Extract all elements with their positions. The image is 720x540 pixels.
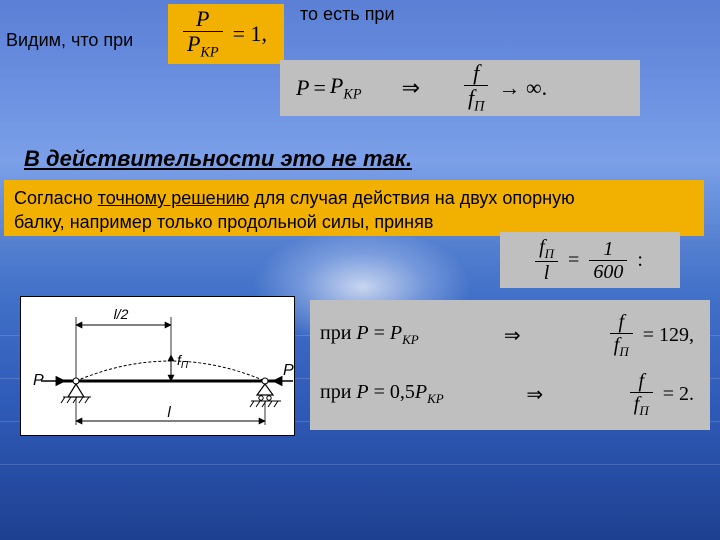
ratio1-rhs: = 1, [233, 21, 267, 47]
fpl-colon: : [637, 249, 643, 272]
force-P-right: P [283, 362, 294, 379]
ffp-den: fП [464, 86, 488, 115]
bg-line [0, 464, 720, 465]
dim-l2: l/2 [114, 306, 129, 322]
beam-diagram: l/2 fП P [20, 296, 295, 436]
dim-fp: fП [177, 352, 189, 371]
fpl-rhs-num: 1 [589, 238, 627, 261]
ratio-equals-one: P PКР = 1, [168, 4, 284, 64]
fp-over-l-box: fП l = 1 600 : [500, 232, 680, 288]
para-line1b: точному решению [98, 188, 250, 208]
ffp-num: f [464, 61, 488, 86]
ratio1-num: P [183, 7, 223, 32]
fpl-num: fП [535, 236, 558, 262]
eq-Pr: PКР [330, 73, 362, 103]
eq-P: P [296, 75, 309, 101]
implies-arrow: ⇒ [402, 75, 420, 101]
results-box: при P = PКР ⇒ f fП = 129, при P = 0,5PКР… [310, 300, 710, 430]
result-row-2: при P = 0,5PКР ⇒ f fП = 2. [320, 370, 700, 418]
fpl-den: l [535, 262, 558, 284]
force-P-left: P [33, 372, 44, 389]
para-line1c: для случая действия на двух опорную [249, 188, 574, 208]
intro-text-left: Видим, что при [6, 30, 133, 50]
to-infinity: → ∞. [498, 75, 547, 101]
fpl-rhs-den: 600 [589, 261, 627, 283]
eq-equals: = [313, 75, 325, 101]
p-equals-pcr-implies: P = PКР ⇒ f fП → ∞. [280, 60, 640, 116]
result-row-1: при P = PКР ⇒ f fП = 129, [320, 311, 700, 359]
para-line2: балку, например только продольной силы, … [14, 212, 433, 232]
para-line1a: Согласно [14, 188, 98, 208]
reality-heading: В действительности это не так. [24, 146, 412, 171]
intro-text-right: то есть при [300, 4, 395, 24]
ratio1-den: PКР [183, 32, 223, 61]
exact-solution-paragraph: Согласно точному решению для случая дейс… [4, 180, 704, 236]
dim-l: l [167, 404, 171, 421]
